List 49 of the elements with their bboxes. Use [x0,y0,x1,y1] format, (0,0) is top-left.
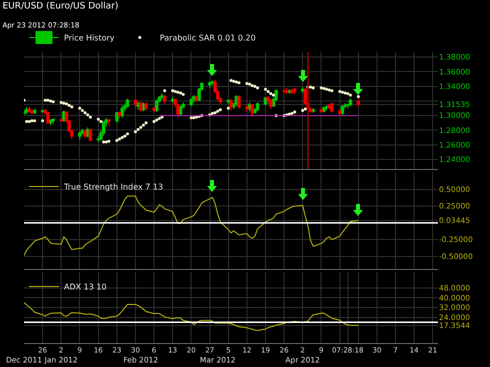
line-series [24,302,359,332]
candlestick [320,108,323,114]
candlestick [139,100,142,112]
candlestick [160,93,164,100]
candlestick [144,102,148,111]
candlestick [118,110,122,120]
candlestick [234,94,238,107]
candlestick [120,104,124,118]
candlestick [162,94,166,104]
candlestick [304,88,307,106]
legend-label: ADX 13 10 [64,282,107,292]
candlestick [32,108,36,115]
candlestick [338,109,342,116]
chart-title: EUR/USD (Euro/US Dollar) [2,1,118,12]
candlestick [28,106,31,114]
candlestick [115,111,119,124]
candlestick [293,87,296,94]
candlestick [46,111,50,125]
candlestick [88,128,92,142]
candlestick [190,98,193,107]
legend-label: Parabolic SAR 0.01 0.20 [160,34,256,43]
candlestick [245,104,249,112]
candlestick [237,94,241,109]
candlestick [59,118,63,122]
candlestick [269,98,272,110]
candlestick [285,87,288,94]
candlestick [208,80,212,88]
candlestick [330,102,334,114]
candlestick [256,102,260,112]
candlestick [229,99,233,111]
candlestick [282,88,286,94]
candlestick [300,86,304,94]
candlestick [107,118,111,126]
candlestick [155,99,158,112]
candlestick [210,80,214,86]
candlestick [52,118,55,124]
candlestick [356,99,360,107]
candlestick [102,120,106,137]
candlestick [78,130,82,140]
candlestick [250,103,254,116]
legend-label: Price History [64,34,115,43]
candlestick [170,96,174,103]
legend-label: True Strength Index 7 13 [63,182,164,192]
candlestick [194,95,198,102]
candlestick [192,94,196,103]
candlestick [348,98,352,107]
candlestick [346,103,350,109]
candlestick [176,103,180,118]
line-series [24,196,359,256]
